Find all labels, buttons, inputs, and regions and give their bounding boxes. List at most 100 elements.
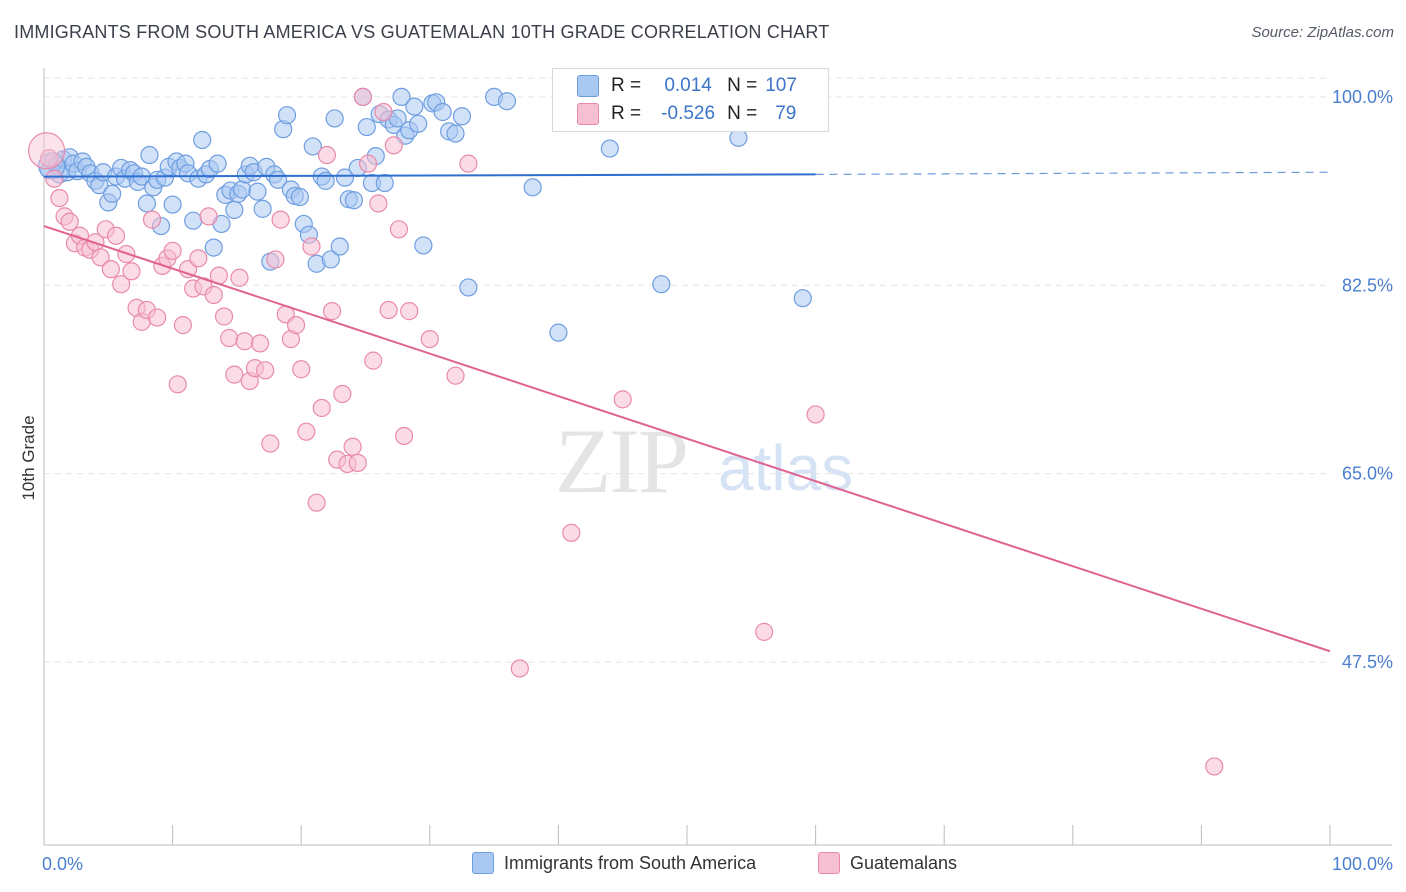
data-point — [392, 87, 411, 107]
data-point — [446, 366, 465, 385]
data-point — [297, 422, 316, 441]
watermark-zip: ZIP — [555, 410, 687, 512]
data-point — [286, 316, 306, 335]
legend-swatch-guatemalans — [577, 103, 599, 125]
data-point — [322, 302, 342, 321]
data-point — [389, 220, 409, 239]
data-point — [101, 260, 120, 279]
legend-n-label: N = — [727, 103, 758, 124]
bottom-swatch-guatemalans — [818, 852, 840, 874]
data-point — [266, 250, 285, 269]
data-point — [364, 351, 383, 370]
data-point — [45, 169, 64, 188]
data-point — [261, 434, 280, 453]
y-tick-label: 47.5% — [1342, 652, 1393, 672]
data-point — [523, 178, 542, 197]
x-tick-label: 0.0% — [42, 854, 83, 874]
data-point — [325, 109, 344, 128]
data-point — [112, 275, 131, 294]
data-point — [793, 289, 812, 308]
bottom-swatch-south-america — [472, 852, 494, 874]
data-point — [375, 173, 394, 193]
data-point — [302, 237, 321, 256]
data-point — [91, 248, 110, 267]
data-point — [253, 199, 272, 218]
stats-legend: R = 0.014 N = 107 R = -0.526 N = 79 — [552, 68, 829, 132]
trend-line-south-america — [43, 173, 816, 178]
data-point — [420, 329, 439, 349]
data-point — [106, 226, 126, 245]
data-point — [230, 268, 249, 287]
data-point — [409, 114, 428, 133]
data-point — [348, 453, 367, 472]
legend-r-value: 0.014 — [664, 75, 712, 96]
data-point — [184, 211, 203, 230]
data-point — [452, 107, 472, 126]
y-tick-label: 100.0% — [1332, 87, 1393, 107]
y-tick-label: 82.5% — [1342, 275, 1393, 295]
data-point — [225, 200, 244, 220]
data-point — [400, 302, 419, 321]
data-point — [613, 390, 632, 409]
data-point — [199, 207, 218, 226]
data-point — [137, 194, 156, 213]
data-point — [168, 375, 187, 394]
data-point — [307, 493, 326, 512]
data-point — [142, 210, 162, 229]
data-point — [374, 102, 393, 122]
data-point — [140, 145, 159, 165]
axes — [43, 68, 1392, 846]
watermark-atlas: atlas — [718, 432, 853, 504]
data-point — [357, 117, 376, 137]
legend-r-label: R = — [611, 75, 642, 96]
legend-r-value: -0.526 — [661, 103, 716, 124]
data-point — [652, 275, 671, 294]
data-point — [271, 210, 290, 229]
data-point — [312, 398, 331, 418]
y-axis-label: 10th Grade — [19, 415, 38, 500]
data-point — [358, 154, 378, 173]
data-point — [317, 145, 337, 165]
data-point — [353, 87, 373, 107]
data-point — [256, 361, 275, 380]
data-point — [459, 154, 478, 173]
data-point — [510, 659, 529, 678]
tick-labels: 47.5% 65.0% 82.5% 100.0% 0.0% 100.0% — [42, 87, 1393, 874]
bottom-legend-label: Immigrants from South America — [504, 852, 757, 873]
data-point — [459, 278, 478, 297]
data-point — [204, 238, 223, 257]
data-point — [220, 328, 239, 348]
source-label: Source: ZipAtlas.com — [1251, 24, 1394, 41]
data-point — [50, 188, 69, 208]
legend-r-label: R = — [611, 103, 642, 124]
data-point — [189, 249, 208, 268]
legend-row-guatemalans: R = -0.526 N = 79 — [577, 100, 796, 128]
data-point — [208, 154, 227, 173]
data-point — [343, 437, 362, 456]
chart-title: IMMIGRANTS FROM SOUTH AMERICA VS GUATEMA… — [14, 22, 830, 42]
legend-n-value: 107 — [765, 75, 797, 96]
data-point — [292, 360, 311, 379]
series-guatemalans-points — [27, 87, 1224, 776]
data-point — [235, 332, 254, 351]
data-point — [290, 187, 310, 207]
legend-swatch-south-america — [577, 75, 599, 97]
data-point — [103, 184, 122, 203]
data-point — [384, 136, 403, 155]
data-point-large — [27, 132, 66, 170]
data-point — [193, 130, 212, 150]
data-point — [60, 212, 79, 231]
legend-n-label: N = — [727, 75, 758, 96]
trend-lines — [43, 171, 1331, 653]
data-point — [562, 523, 581, 542]
data-point — [394, 426, 414, 446]
data-point — [250, 334, 270, 353]
data-point — [321, 250, 340, 269]
data-point — [204, 285, 223, 305]
data-point — [379, 300, 398, 320]
bottom-legend-label: Guatemalans — [850, 852, 958, 873]
data-point — [433, 102, 452, 122]
data-point — [369, 194, 388, 213]
data-point — [148, 308, 167, 327]
